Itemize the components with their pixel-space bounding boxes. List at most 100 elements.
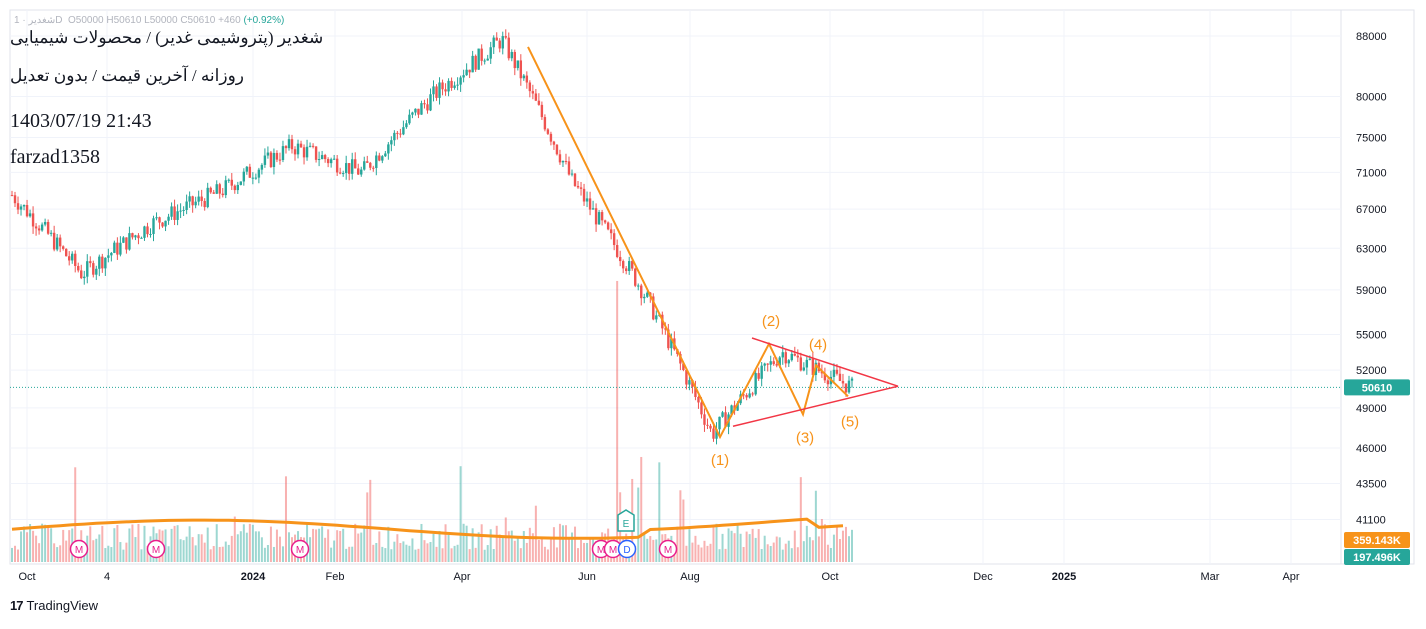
candle-body xyxy=(37,228,41,231)
price-tick-label: 41100 xyxy=(1356,515,1386,527)
candle-body xyxy=(564,160,568,162)
candle-body xyxy=(299,143,303,148)
volume-bar xyxy=(269,526,272,562)
candle-body xyxy=(697,396,700,403)
candle-body xyxy=(209,187,212,193)
candle-body xyxy=(257,169,261,178)
candle-body xyxy=(296,143,300,155)
volume-bar xyxy=(137,523,140,562)
candle-body xyxy=(802,367,806,371)
volume-bar xyxy=(679,490,682,562)
volume-bar xyxy=(820,519,823,562)
candle-body xyxy=(122,237,125,243)
candle-body xyxy=(667,329,670,349)
candle-body xyxy=(781,352,784,358)
candle-body xyxy=(754,373,757,395)
event-marker-label: D xyxy=(623,545,630,556)
volume-bar xyxy=(251,524,254,562)
candle-body xyxy=(844,383,848,393)
volume-bar xyxy=(113,528,116,562)
wave-path xyxy=(527,46,849,440)
volume-bar xyxy=(516,536,519,562)
price-tick-label: 80000 xyxy=(1356,92,1387,104)
candle-body xyxy=(260,164,264,170)
time-tick-label: Dec xyxy=(973,571,993,583)
candle-body xyxy=(387,144,390,154)
volume-bar xyxy=(272,546,275,562)
volume-bar xyxy=(847,536,850,562)
volume-bar xyxy=(634,546,637,562)
triangle-lower-line xyxy=(732,385,899,428)
volume-bar xyxy=(790,548,793,562)
candle-body xyxy=(432,86,435,95)
volume-bar xyxy=(513,540,516,562)
candle-body xyxy=(363,161,366,170)
volume-bar xyxy=(176,525,179,562)
candle-body xyxy=(438,82,441,98)
volume-bar xyxy=(643,532,646,562)
candle-body xyxy=(58,237,62,247)
candle-body xyxy=(691,380,694,387)
price-tick-label: 75000 xyxy=(1356,133,1387,145)
time-axis[interactable]: Oct 4 2024 Feb Apr Jun Aug Oct Dec 2025 Mar Apr xyxy=(18,571,1299,583)
volume-bar xyxy=(191,537,194,562)
candle-body xyxy=(338,172,342,174)
candle-body xyxy=(631,261,634,269)
wave-label: (3) xyxy=(796,429,814,446)
candle-body xyxy=(652,296,655,320)
candle-body xyxy=(233,185,236,191)
volume-bar xyxy=(125,542,128,562)
price-tick-label: 46000 xyxy=(1356,443,1387,455)
volume-bar xyxy=(586,542,589,562)
candle-body xyxy=(655,315,658,320)
candle-body xyxy=(64,248,68,257)
candle-body xyxy=(248,166,252,178)
candle-body xyxy=(634,268,637,286)
volume-bar xyxy=(583,542,586,562)
candle-body xyxy=(778,357,781,366)
candle-body xyxy=(558,154,562,163)
volume-bar xyxy=(832,534,835,562)
event-m-marker xyxy=(69,539,89,559)
dividend-marker xyxy=(617,539,637,559)
candle-body xyxy=(811,358,815,376)
volume-bar xyxy=(50,528,53,562)
candle-body xyxy=(618,256,622,262)
tradingview-logo[interactable]: 17 TradingView xyxy=(10,598,98,613)
candle-body xyxy=(567,161,571,175)
event-marker-label: E xyxy=(623,519,630,530)
time-tick-label: Apr xyxy=(1282,571,1299,583)
volume-bar xyxy=(802,541,805,562)
volume-bar xyxy=(384,548,387,562)
candle-body xyxy=(71,253,74,261)
candle-body xyxy=(357,168,360,175)
candle-body xyxy=(323,155,327,160)
volume-bar xyxy=(363,525,366,562)
volume-bar xyxy=(11,547,13,562)
candle-body xyxy=(176,211,179,220)
volume-bar xyxy=(480,524,483,562)
candle-body xyxy=(236,184,240,191)
price-scale[interactable]: 88000 80000 75000 71000 67000 63000 59000 55000… xyxy=(1344,31,1410,565)
candle-body xyxy=(495,37,498,41)
volume-bar xyxy=(119,542,122,562)
candle-body xyxy=(308,145,312,147)
volume-bar xyxy=(387,526,390,562)
candle-body xyxy=(609,229,613,234)
candle-body xyxy=(314,146,318,160)
candle-body xyxy=(519,60,523,79)
volume-bar xyxy=(558,523,561,562)
candle-body xyxy=(272,152,276,168)
time-tick-label: 4 xyxy=(104,571,110,583)
candle-body xyxy=(137,235,140,239)
drawings: (1) (2) (3) (4) (5) xyxy=(527,46,899,469)
volume-bar xyxy=(459,466,462,562)
candle-body xyxy=(402,127,405,135)
event-m-marker xyxy=(658,539,678,559)
volume-bar xyxy=(456,544,459,562)
volume-bar xyxy=(552,527,555,562)
volume-ma-badge xyxy=(1344,532,1410,548)
candle-body xyxy=(158,217,161,223)
